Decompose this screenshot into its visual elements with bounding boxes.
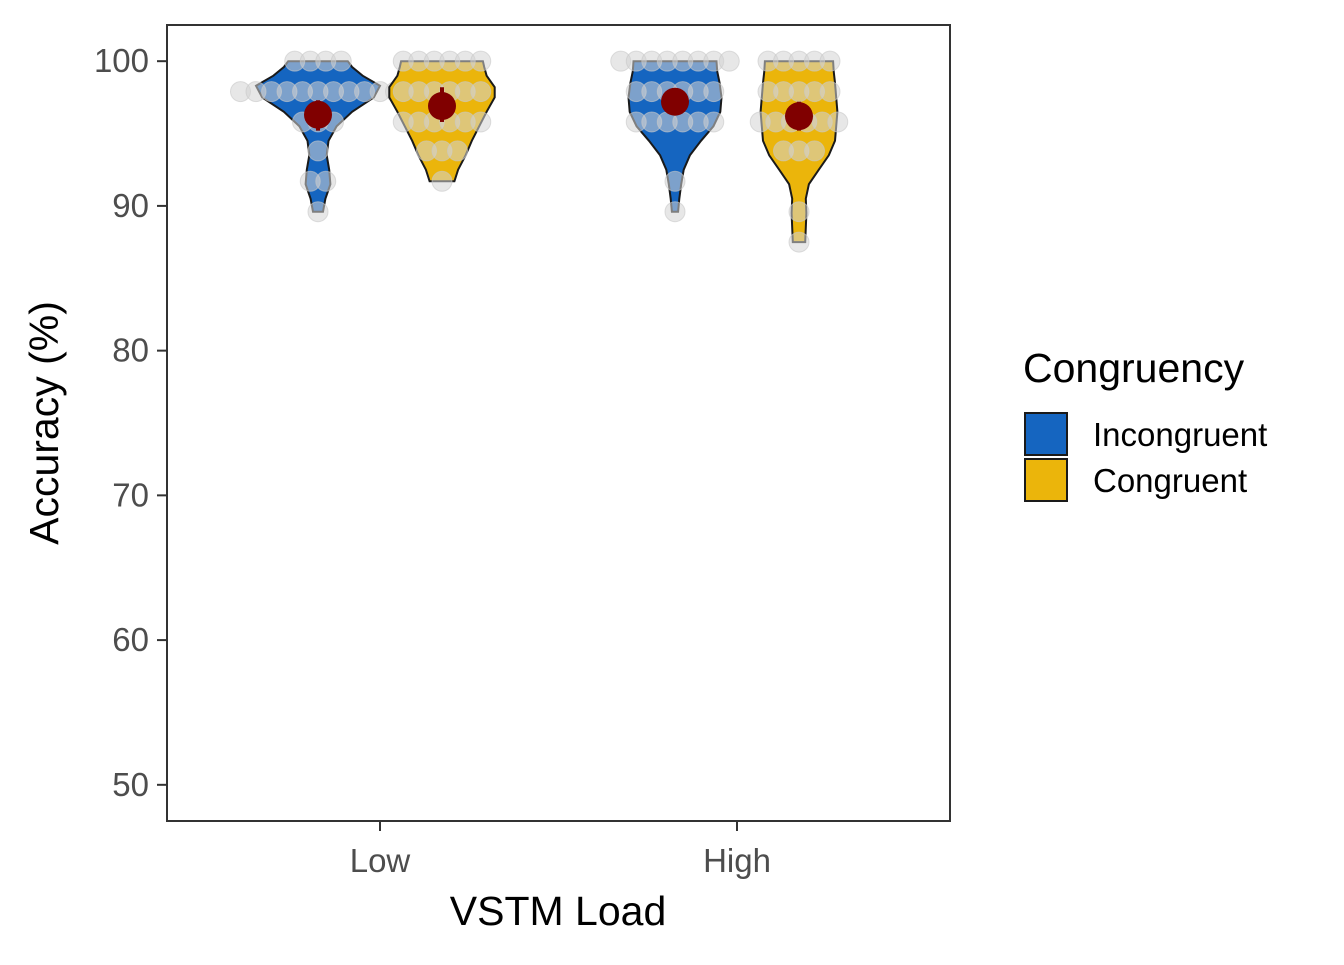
mean-point [785,102,813,131]
panel-border [166,24,951,822]
mean-point [304,100,332,129]
raw-data-point [718,50,740,72]
y-tick-label: 80 [112,332,149,369]
y-tick-label: 90 [112,187,149,224]
raw-data-point [788,231,810,253]
raw-data-point [470,81,492,103]
raw-data-point [703,81,725,103]
y-tick-label: 60 [112,621,149,658]
raw-data-point [315,170,337,192]
legend: Congruency Incongruent Congruent [1023,345,1267,502]
x-tick-label: High [703,842,771,879]
raw-data-point [819,81,841,103]
raw-data-point [307,140,329,162]
legend-label-incongruent: Incongruent [1093,416,1267,453]
mean-point [661,87,689,116]
y-axis-title: Accuracy (%) [21,301,67,545]
axes: 50 60 70 80 90 100 Low High [94,24,951,879]
legend-title: Congruency [1023,345,1245,391]
legend-swatch-incongruent [1024,412,1068,456]
raw-data-point [431,170,453,192]
x-axis-title: VSTM Load [450,888,667,934]
raw-data-point [447,140,468,162]
raw-data-point [804,140,825,162]
mean-point [428,92,456,121]
raw-data-point [664,201,686,223]
plot-area [230,50,849,253]
y-tick-label: 100 [94,42,149,79]
raw-data-point [470,50,492,72]
raw-data-point [788,201,810,223]
raw-data-point [470,111,492,133]
raw-data-point [827,111,849,133]
x-tick-label: Low [350,842,411,879]
y-tick-label: 50 [112,766,149,803]
raw-data-point [703,111,725,133]
raw-data-point [330,50,352,72]
y-tick-label: 70 [112,476,149,513]
raw-data-point [819,50,841,72]
legend-label-congruent: Congruent [1093,462,1247,499]
raw-data-point [664,170,686,192]
legend-swatch-congruent [1024,458,1068,502]
raw-data-point [307,201,329,223]
